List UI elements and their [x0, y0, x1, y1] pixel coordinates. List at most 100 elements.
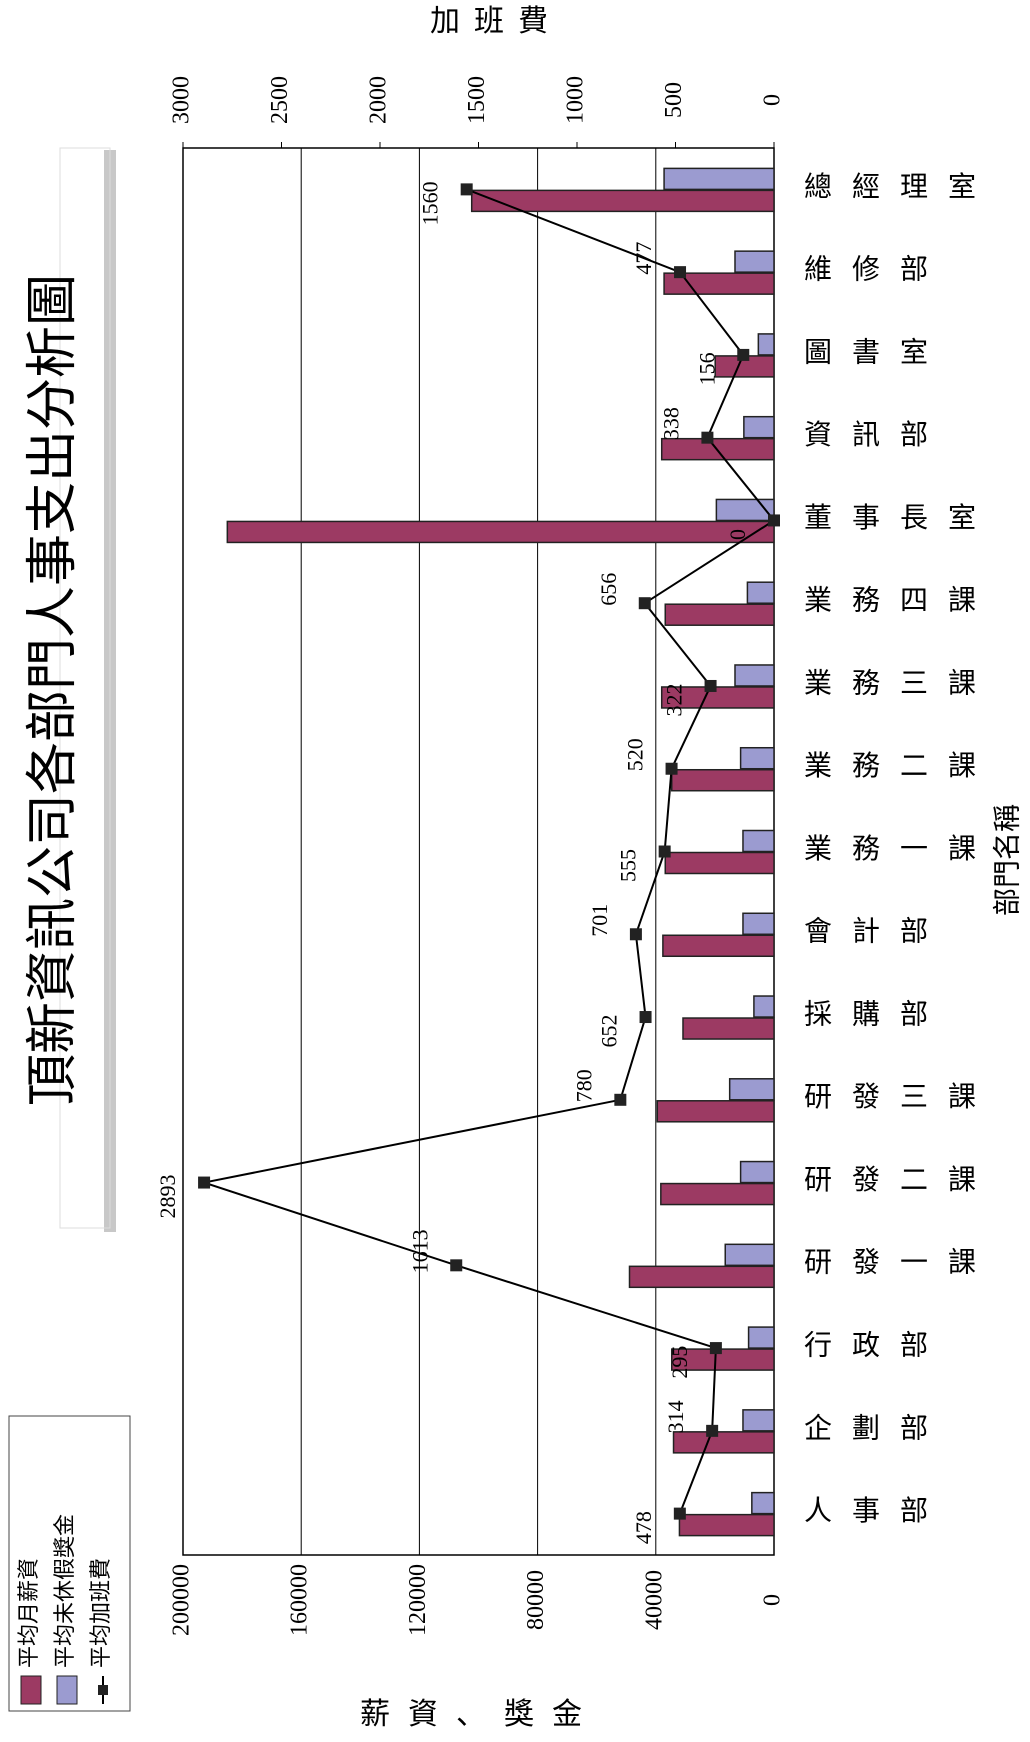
- y-axis-title: 薪資、獎金: [360, 1698, 600, 1731]
- bar: [743, 913, 774, 934]
- x-tick-label: 行政部: [804, 1330, 948, 1362]
- line-marker: [640, 1011, 652, 1023]
- data-label: 520: [623, 738, 648, 771]
- line-marker: [198, 1177, 210, 1189]
- x-tick-label: 資訊部: [804, 419, 948, 451]
- y-tick-label: 40000: [641, 1570, 667, 1630]
- bar: [664, 168, 774, 189]
- line: [204, 189, 774, 1513]
- legend-label: 平均月薪資: [16, 1558, 41, 1668]
- line-marker: [705, 680, 717, 692]
- line-marker: [768, 514, 780, 526]
- y2-tick-label: 2500: [267, 76, 293, 124]
- legend-swatch: [57, 1676, 77, 1704]
- data-label: 1560: [418, 181, 443, 225]
- data-label: 0: [725, 529, 750, 540]
- legend-label: 平均未休假獎金: [52, 1514, 77, 1668]
- line-marker: [706, 1425, 718, 1437]
- y-tick-label: 120000: [405, 1564, 431, 1636]
- y2-tick-label: 500: [661, 82, 687, 118]
- y-tick-label: 160000: [287, 1564, 313, 1636]
- bar: [741, 1162, 774, 1183]
- data-label: 338: [658, 407, 683, 440]
- line-marker: [450, 1259, 462, 1271]
- x-tick-label: 研發一課: [804, 1247, 996, 1279]
- bar: [630, 1266, 774, 1287]
- line-marker: [639, 597, 651, 609]
- bar: [674, 1432, 774, 1453]
- data-label: 478: [631, 1511, 656, 1544]
- y2-tick-label: 0: [760, 94, 786, 106]
- x-tick-label: 採購部: [804, 998, 948, 1030]
- bar: [749, 1327, 774, 1348]
- bar: [665, 853, 774, 874]
- line-marker: [674, 266, 686, 278]
- line-marker: [614, 1094, 626, 1106]
- bar: [743, 831, 774, 852]
- bar: [741, 748, 774, 769]
- data-label: 295: [667, 1346, 692, 1379]
- x-axis-title: 部門名稱: [991, 804, 1023, 916]
- bar: [679, 1515, 774, 1536]
- x-tick-label: 業務三課: [804, 667, 996, 699]
- bar: [725, 1244, 774, 1265]
- bar: [657, 1101, 774, 1122]
- bar: [743, 1410, 774, 1431]
- bar: [683, 1018, 774, 1039]
- bar: [735, 665, 774, 686]
- y-tick-label: 80000: [523, 1570, 549, 1630]
- data-label: 555: [616, 849, 641, 882]
- legend-swatch: [21, 1676, 41, 1704]
- bar: [752, 1493, 774, 1514]
- data-label: 701: [587, 904, 612, 937]
- bar: [730, 1079, 774, 1100]
- data-label: 1613: [407, 1229, 432, 1273]
- y-tick-label: 200000: [169, 1564, 195, 1636]
- x-tick-label: 研發二課: [804, 1164, 996, 1196]
- x-tick-label: 總經理室: [804, 171, 996, 203]
- bar: [665, 604, 774, 625]
- data-label: 477: [631, 242, 656, 275]
- line-marker: [710, 1342, 722, 1354]
- bar: [661, 1184, 774, 1205]
- bar: [735, 251, 774, 272]
- data-label: 652: [597, 1015, 622, 1048]
- x-tick-label: 維修部: [804, 254, 948, 286]
- bar: [747, 582, 774, 603]
- y2-tick-label: 2000: [366, 76, 392, 124]
- data-label: 156: [694, 352, 719, 385]
- plot-area: [183, 148, 774, 1555]
- bar: [744, 417, 774, 438]
- x-tick-label: 業務四課: [804, 585, 996, 617]
- line-marker: [630, 928, 642, 940]
- x-tick-label: 企劃部: [804, 1412, 948, 1444]
- line-marker: [659, 846, 671, 858]
- y2-axis-title: 加班費: [430, 5, 562, 38]
- x-tick-label: 會計部: [804, 916, 948, 948]
- y2-tick-label: 1500: [464, 76, 490, 124]
- chart: 頂新資訊公司各部門人事支出分析圖 部門名稱 薪資、獎金 加班費 0 40000 80…: [0, 0, 1030, 1742]
- y-tick-label: 0: [760, 1594, 786, 1606]
- line-marker: [666, 763, 678, 775]
- x-tick-label: 業務一課: [804, 833, 996, 865]
- bar: [663, 935, 774, 956]
- bar: [758, 334, 774, 355]
- y2-tick-label: 1000: [563, 76, 589, 124]
- legend-marker: [98, 1685, 108, 1695]
- data-label: 2893: [155, 1175, 180, 1219]
- data-label: 656: [596, 573, 621, 606]
- line-marker: [674, 1508, 686, 1520]
- chart-title: 頂新資訊公司各部門人事支出分析圖: [25, 274, 82, 1106]
- data-label: 314: [663, 1400, 688, 1433]
- data-label: 322: [662, 683, 687, 716]
- bar: [754, 996, 774, 1017]
- x-tick-label: 圖書室: [804, 336, 948, 368]
- bar: [227, 521, 774, 542]
- x-tick-label: 董事長室: [804, 502, 996, 534]
- x-tick-label: 業務二課: [804, 750, 996, 782]
- data-label: 780: [571, 1069, 596, 1102]
- legend-label: 平均加班費: [88, 1558, 113, 1668]
- line-marker: [701, 432, 713, 444]
- x-tick-label: 人事部: [804, 1495, 948, 1527]
- x-tick-label: 研發三課: [804, 1081, 996, 1113]
